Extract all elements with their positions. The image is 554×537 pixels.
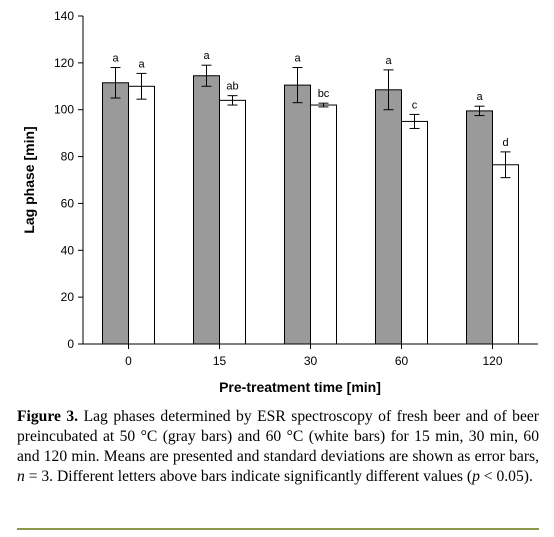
caption-n-symbol: n	[17, 468, 25, 485]
caption-p-text: < 0.05).	[479, 468, 533, 485]
y-tick-label: 80	[61, 150, 75, 164]
x-tick-label: 60	[395, 354, 409, 368]
caption-p-symbol: p	[472, 468, 480, 485]
caption-label: Figure 3.	[17, 408, 79, 425]
x-tick-label: 0	[125, 354, 132, 368]
y-axis-label: Lag phase [min]	[21, 126, 37, 233]
significance-letter: c	[412, 99, 418, 111]
caption-n-text: = 3. Different letters above bars indica…	[24, 468, 473, 485]
figure-caption: Figure 3. Lag phases determined by ESR s…	[17, 407, 539, 487]
x-axis-label: Pre-treatment time [min]	[219, 379, 381, 395]
gray-bar	[102, 82, 129, 345]
caption-divider	[17, 528, 539, 530]
significance-letters: a a a ab a bc a c a d	[112, 50, 508, 149]
y-tick-label: 140	[54, 9, 74, 23]
significance-letter: a	[294, 53, 301, 65]
y-axis: 0 20 40 60 80 100 120 140	[54, 9, 84, 351]
significance-letter: d	[502, 137, 508, 149]
y-tick-label: 60	[61, 196, 75, 210]
white-bar	[128, 85, 155, 345]
significance-letter: a	[203, 50, 210, 62]
y-tick-label: 0	[67, 337, 74, 351]
significance-letter: a	[138, 58, 145, 70]
x-tick-label: 120	[482, 354, 502, 368]
x-tick-label: 15	[213, 354, 227, 368]
significance-letter: bc	[318, 88, 330, 100]
y-tick-label: 40	[61, 243, 75, 257]
y-tick-label: 20	[61, 290, 75, 304]
gray-bar	[193, 75, 220, 345]
x-axis: 0 15 30 60 120	[83, 343, 538, 368]
significance-letter: ab	[226, 81, 238, 93]
white-bar	[492, 164, 519, 345]
gray-bar	[466, 110, 493, 345]
error-bars	[110, 64, 511, 179]
white-bar	[219, 99, 246, 345]
significance-letter: a	[112, 53, 119, 65]
white-bar	[401, 120, 428, 345]
x-tick-label: 30	[304, 354, 318, 368]
y-tick-label: 120	[54, 56, 74, 70]
y-tick-label: 100	[54, 103, 74, 117]
caption-text: Lag phases determined by ESR spectroscop…	[17, 408, 539, 465]
bars	[102, 75, 519, 345]
bar-chart: 0 20 40 60 80 100 120 140 0 15 30 60 120 a a a ab a bc a c…	[21, 9, 538, 395]
gray-bar	[284, 84, 311, 345]
gray-bar	[375, 89, 402, 345]
significance-letter: a	[476, 91, 483, 103]
white-bar	[310, 104, 337, 345]
significance-letter: a	[385, 55, 392, 67]
